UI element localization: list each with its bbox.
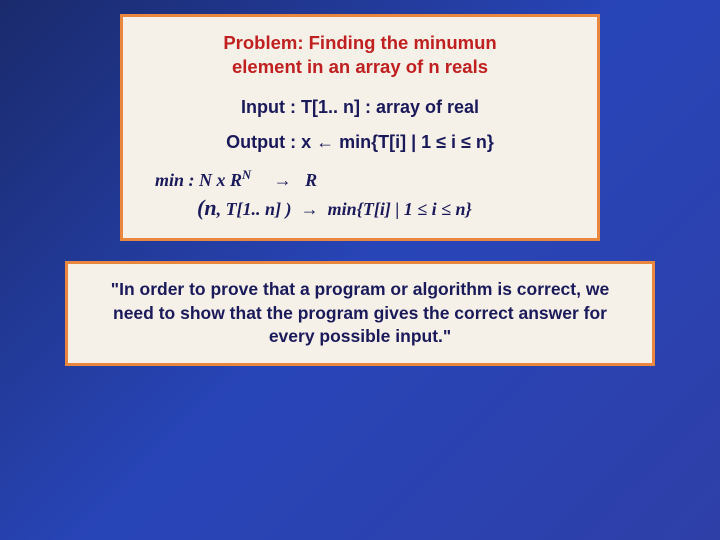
spec-line-2: (n, T[1.. n] ) → min{T[i] | 1 ≤ i ≤ n}	[197, 193, 571, 224]
title-line1: Problem: Finding the minumun	[223, 32, 496, 53]
input-line: Input : T[1.. n] : array of real	[149, 97, 571, 118]
spec1-sup: N	[242, 168, 251, 182]
quote-text: "In order to prove that a program or alg…	[88, 278, 632, 349]
spec1-left: min : N x R	[155, 170, 242, 190]
spec-line-1: min : N x RN → R	[155, 167, 571, 193]
slide-container: Problem: Finding the minumun element in …	[0, 0, 720, 540]
spec2-left: (n	[197, 195, 217, 220]
arrow-icon: →	[274, 170, 292, 190]
problem-title: Problem: Finding the minumun element in …	[149, 31, 571, 79]
spec2-right: min{T[i] | 1 ≤ i ≤ n}	[328, 199, 472, 219]
quote-box: "In order to prove that a program or alg…	[65, 261, 655, 366]
arrow-icon: →	[301, 199, 319, 219]
spec2-mid: , T[1.. n] )	[217, 199, 292, 219]
output-line: Output : x ← min{T[i] | 1 ≤ i ≤ n}	[149, 132, 571, 153]
title-line2: element in an array of n reals	[232, 56, 488, 77]
problem-box: Problem: Finding the minumun element in …	[120, 14, 600, 241]
spec1-right: R	[305, 170, 317, 190]
